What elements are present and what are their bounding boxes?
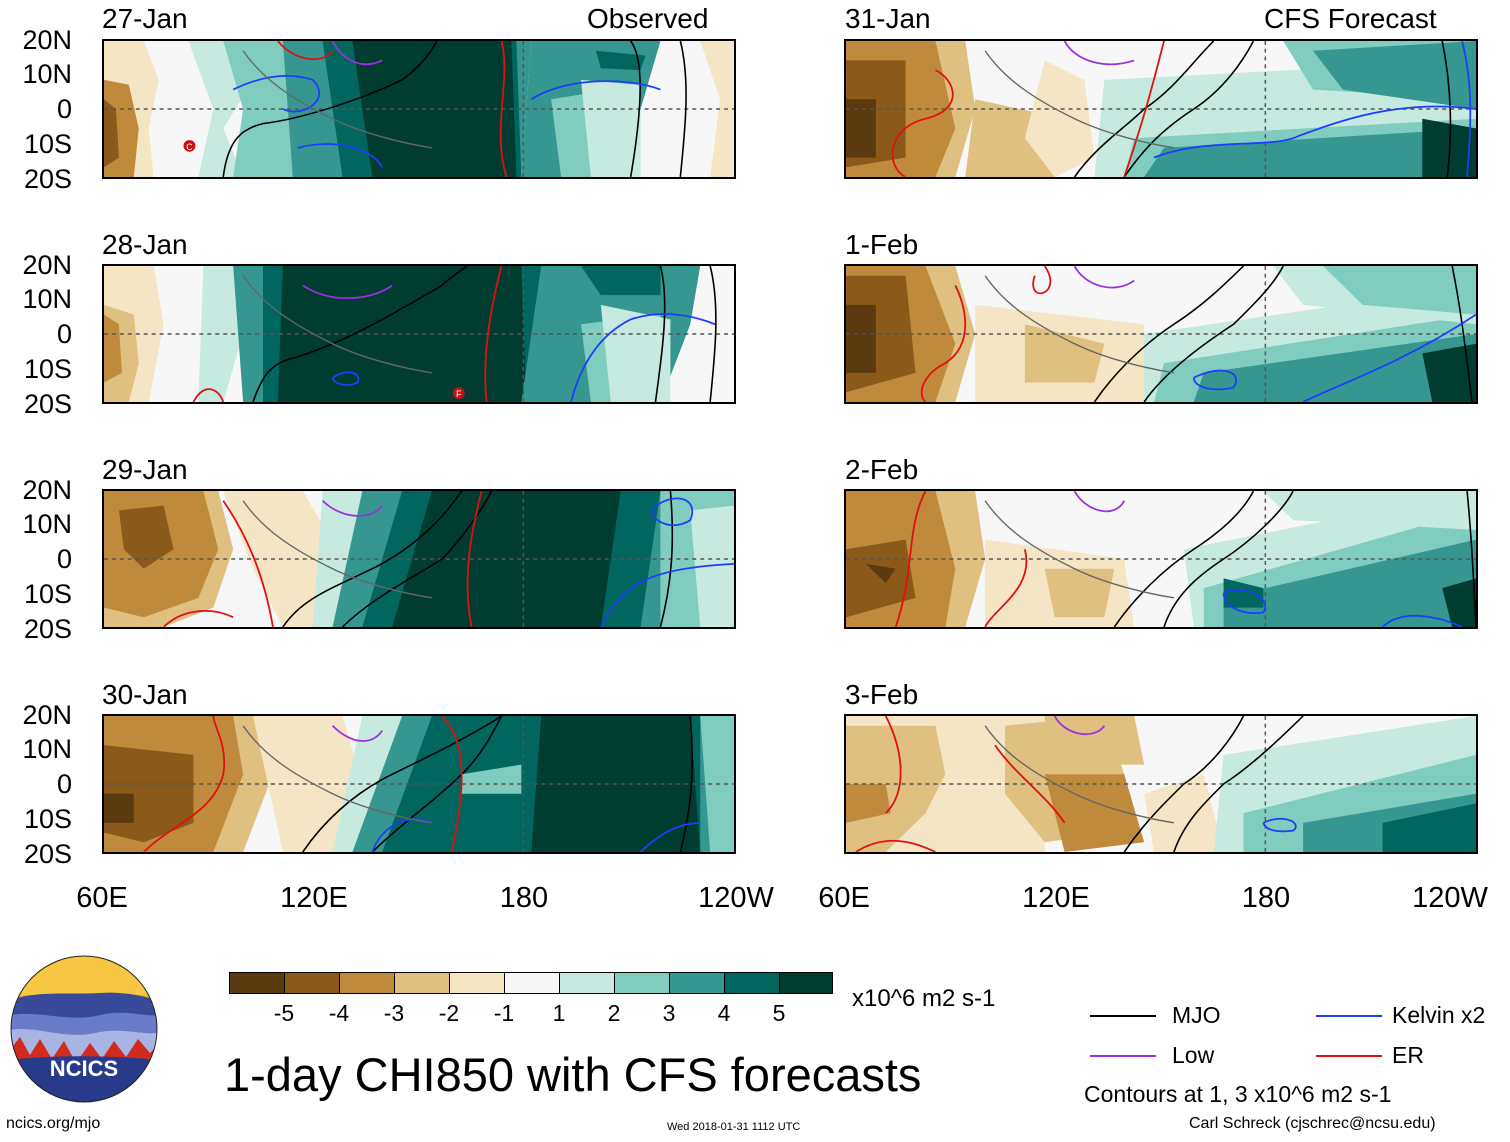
footer-timestamp: Wed 2018-01-31 1112 UTC <box>667 1121 801 1133</box>
lat-label: 10N <box>22 284 72 314</box>
panel-date-obs-3: 29-Jan <box>102 454 188 485</box>
lat-label: 20N <box>22 475 72 505</box>
colorbar-label: -1 <box>493 1000 515 1026</box>
panel-date-fc-4: 3-Feb <box>845 679 919 710</box>
main-title: 1-day CHI850 with CFS forecasts <box>224 1048 922 1101</box>
logo-text: NCICS <box>50 1056 118 1081</box>
colorbar-swatch <box>284 972 340 994</box>
colorbar-label: 4 <box>717 1000 731 1026</box>
map-observed-27-jan: C <box>102 39 736 179</box>
colorbar-label: 3 <box>662 1000 676 1026</box>
colorbar-label: 1 <box>552 1000 566 1026</box>
legend-line-mjo <box>1090 1015 1156 1017</box>
storm-marker: F <box>456 389 462 399</box>
observed-title: Observed <box>587 3 709 34</box>
colorbar-swatch <box>669 972 725 994</box>
panel-date-fc-3: 2-Feb <box>845 454 919 485</box>
colorbar-label: -5 <box>273 1000 295 1026</box>
colorbar-swatch <box>394 972 450 994</box>
lon-label: 180 <box>499 882 549 914</box>
lat-label: 20S <box>23 839 72 869</box>
ncics-logo: NCICS <box>10 955 158 1103</box>
lon-label: 120E <box>280 882 348 914</box>
lat-label: 20S <box>23 389 72 419</box>
footer-url: ncics.org/mjo <box>6 1115 101 1132</box>
colorbar <box>229 972 833 994</box>
colorbar-label: -2 <box>438 1000 460 1026</box>
lat-label: 20N <box>22 25 72 55</box>
map-forecast-3-feb <box>844 714 1478 854</box>
lat-label: 10S <box>23 804 72 834</box>
forecast-title: CFS Forecast <box>1264 3 1437 34</box>
storm-marker: C <box>186 142 193 152</box>
panel-date-obs-1: 27-Jan <box>102 3 188 34</box>
lat-label: 0 <box>56 544 72 574</box>
colorbar-units: x10^6 m2 s-1 <box>852 985 996 1012</box>
colorbar-label: -4 <box>328 1000 350 1026</box>
lat-label: 0 <box>56 319 72 349</box>
panel-date-obs-2: 28-Jan <box>102 229 188 260</box>
legend-line-er <box>1316 1055 1382 1057</box>
lon-label: 120W <box>698 882 774 914</box>
footer-author: Carl Schreck (cjschrec@ncsu.edu) <box>1189 1115 1436 1132</box>
map-forecast-31-jan <box>844 39 1478 179</box>
map-observed-29-jan <box>102 489 736 629</box>
colorbar-swatch <box>724 972 780 994</box>
colorbar-label: -3 <box>383 1000 405 1026</box>
panel-date-fc-1: 31-Jan <box>845 3 931 34</box>
lat-label: 10S <box>23 579 72 609</box>
lon-label: 60E <box>76 882 128 914</box>
lon-label: 120E <box>1022 882 1090 914</box>
legend-line-kelvin <box>1316 1015 1382 1017</box>
panel-date-obs-4: 30-Jan <box>102 679 188 710</box>
colorbar-swatch <box>449 972 505 994</box>
map-forecast-2-feb <box>844 489 1478 629</box>
colorbar-label: 5 <box>772 1000 786 1026</box>
lat-label: 10N <box>22 509 72 539</box>
legend-contours-note: Contours at 1, 3 x10^6 m2 s-1 <box>1084 1081 1392 1107</box>
lat-label: 10S <box>23 129 72 159</box>
lat-label: 10N <box>22 734 72 764</box>
lat-label: 20S <box>23 164 72 194</box>
legend-label-er: ER <box>1392 1042 1424 1068</box>
lat-label: 10S <box>23 354 72 384</box>
colorbar-swatch <box>779 972 833 994</box>
legend-line-low <box>1090 1055 1156 1057</box>
colorbar-label: 2 <box>607 1000 621 1026</box>
lon-label: 60E <box>818 882 870 914</box>
lat-label: 0 <box>56 769 72 799</box>
lon-label: 180 <box>1241 882 1291 914</box>
colorbar-swatch <box>229 972 285 994</box>
lon-label: 120W <box>1412 882 1488 914</box>
lat-label: 0 <box>56 94 72 124</box>
colorbar-swatch <box>504 972 560 994</box>
colorbar-swatch <box>614 972 670 994</box>
colorbar-swatch <box>339 972 395 994</box>
map-forecast-1-feb <box>844 264 1478 404</box>
lat-label: 20N <box>22 700 72 730</box>
map-observed-28-jan: F <box>102 264 736 404</box>
colorbar-swatch <box>559 972 615 994</box>
legend-label-low: Low <box>1172 1042 1215 1068</box>
panel-date-fc-2: 1-Feb <box>845 229 919 260</box>
lat-label: 10N <box>22 59 72 89</box>
legend-label-mjo: MJO <box>1172 1002 1221 1028</box>
lat-label: 20S <box>23 614 72 644</box>
map-observed-30-jan <box>102 714 736 854</box>
legend-label-kelvin: Kelvin x2 <box>1392 1002 1486 1028</box>
lat-label: 20N <box>22 250 72 280</box>
